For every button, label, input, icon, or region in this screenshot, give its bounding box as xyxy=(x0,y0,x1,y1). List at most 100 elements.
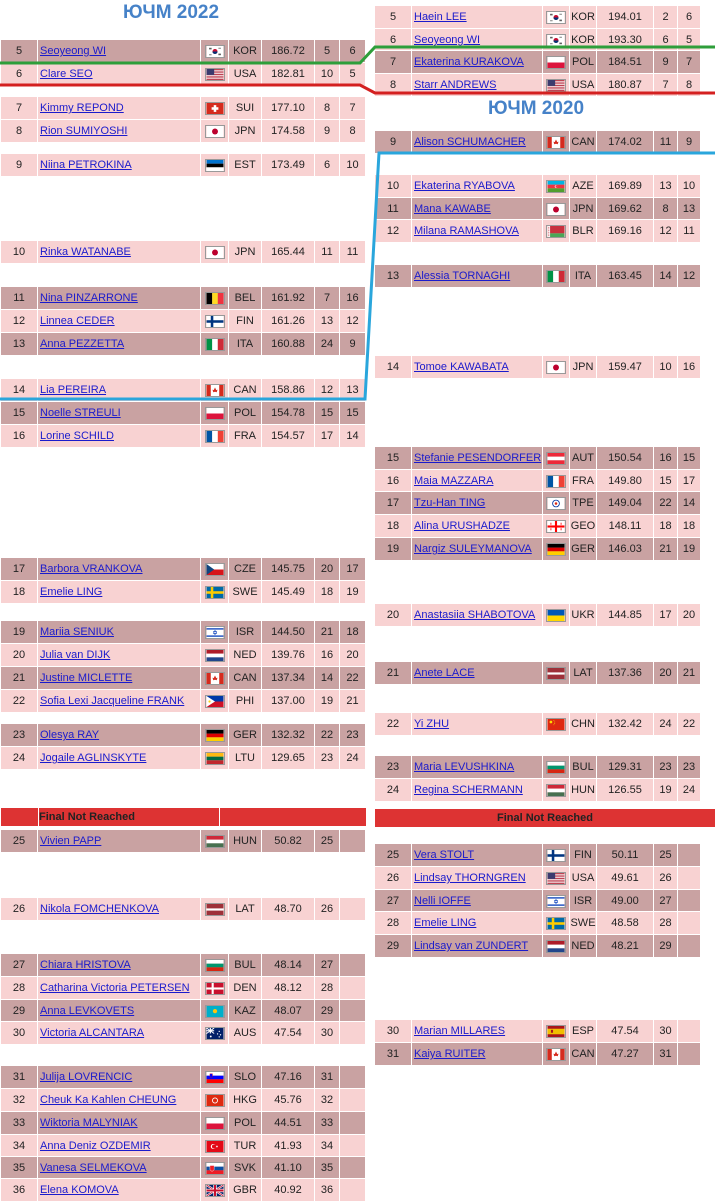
short-program-place-cell: 13 xyxy=(654,175,678,197)
skater-name-link[interactable]: Barbora VRANKOVA xyxy=(40,563,143,575)
rank-cell: 9 xyxy=(375,131,412,153)
skater-name-link[interactable]: Vera STOLT xyxy=(414,849,475,861)
skater-name-link[interactable]: Ekaterina RYABOVA xyxy=(414,180,515,192)
skater-name-link[interactable]: Rinka WATANABE xyxy=(40,246,131,258)
skater-name-link[interactable]: Julija LOVRENCIC xyxy=(40,1071,133,1083)
flag-icon xyxy=(543,470,570,492)
skater-name-link[interactable]: Maia MAZZARA xyxy=(414,475,494,487)
skater-name-link[interactable]: Ekaterina KURAKOVA xyxy=(414,56,524,68)
free-skate-place-cell: 6 xyxy=(678,6,701,28)
rank-cell: 22 xyxy=(375,713,412,735)
skater-name-link[interactable]: Anete LACE xyxy=(414,667,475,679)
free-skate-place-cell xyxy=(340,1022,366,1044)
skater-name-link[interactable]: Mana KAWABE xyxy=(414,203,491,215)
skater-name-cell: Julija LOVRENCIC xyxy=(38,1066,201,1088)
skater-name-link[interactable]: Justine MICLETTE xyxy=(40,672,133,684)
nation-cell: POL xyxy=(229,402,262,424)
skater-name-link[interactable]: Emelie LING xyxy=(40,586,103,598)
skater-name-link[interactable]: Milana RAMASHOVA xyxy=(414,225,519,237)
skater-name-link[interactable]: Anna Deniz OZDEMIR xyxy=(40,1140,151,1152)
skater-name-link[interactable]: Anna LEVKOVETS xyxy=(40,1005,135,1017)
free-skate-place-cell: 24 xyxy=(678,779,701,801)
skater-name-link[interactable]: Rion SUMIYOSHI xyxy=(40,125,128,137)
skater-name-link[interactable]: Nina PINZARRONE xyxy=(40,292,138,304)
skater-name-link[interactable]: Starr ANDREWS xyxy=(414,79,497,91)
skater-name-link[interactable]: Linnea CEDER xyxy=(40,315,115,327)
flag-icon xyxy=(201,287,229,309)
rank-cell: 23 xyxy=(375,756,412,778)
skater-name-cell: Tomoe KAWABATA xyxy=(412,356,543,378)
short-program-place-cell: 14 xyxy=(654,265,678,287)
skater-name-link[interactable]: Lorine SCHILD xyxy=(40,430,114,442)
skater-name-link[interactable]: Clare SEO xyxy=(40,68,93,80)
skater-name-link[interactable]: Nikola FOMCHENKOVA xyxy=(40,903,159,915)
skater-name-link[interactable]: Jogaile AGLINSKYTE xyxy=(40,752,147,764)
skater-name-link[interactable]: Stefanie PESENDORFER xyxy=(414,452,542,464)
total-score-cell: 180.87 xyxy=(597,74,654,96)
table-row: 9 Alison SCHUMACHER CAN 174.02 11 9 xyxy=(375,130,715,153)
skater-name-link[interactable]: Vanesa SELMEKOVA xyxy=(40,1162,147,1174)
flag-icon xyxy=(201,1089,229,1111)
skater-name-link[interactable]: Lindsay THORNGREN xyxy=(414,872,526,884)
skater-name-link[interactable]: Chiara HRISTOVA xyxy=(40,959,131,971)
skater-name-link[interactable]: Cheuk Ka Kahlen CHEUNG xyxy=(40,1094,177,1106)
skater-name-link[interactable]: Anastasiia SHABOTOVA xyxy=(414,609,536,621)
nation-cell: GER xyxy=(229,724,262,746)
skater-name-link[interactable]: Tomoe KAWABATA xyxy=(414,361,509,373)
right-final-not-reached-bar: Final Not Reached xyxy=(375,809,715,827)
skater-name-link[interactable]: Haein LEE xyxy=(414,11,467,23)
skater-name-link[interactable]: Seoyeong WI xyxy=(414,34,481,46)
skater-name-link[interactable]: Noelle STREULI xyxy=(40,407,121,419)
skater-name-cell: Vanesa SELMEKOVA xyxy=(38,1157,201,1179)
skater-name-link[interactable]: Victoria ALCANTARA xyxy=(40,1027,145,1039)
rank-cell: 10 xyxy=(375,175,412,197)
skater-name-link[interactable]: Alessia TORNAGHI xyxy=(414,270,511,282)
skater-name-cell: Wiktoria MALYNIAK xyxy=(38,1112,201,1134)
skater-name-link[interactable]: Emelie LING xyxy=(414,917,477,929)
skater-name-link[interactable]: Catharina Victoria PETERSEN xyxy=(40,982,190,994)
skater-name-link[interactable]: Julia van DIJK xyxy=(40,649,111,661)
skater-name-link[interactable]: Lindsay van ZUNDERT xyxy=(414,940,529,952)
skater-name-cell: Haein LEE xyxy=(412,6,543,28)
skater-name-link[interactable]: Sofia Lexi Jacqueline FRANK xyxy=(40,695,185,707)
skater-name-link[interactable]: Niina PETROKINA xyxy=(40,159,132,171)
skater-name-cell: Rion SUMIYOSHI xyxy=(38,120,201,142)
skater-name-link[interactable]: Elena KOMOVA xyxy=(40,1184,119,1196)
skater-name-link[interactable]: Alina URUSHADZE xyxy=(414,520,510,532)
skater-name-link[interactable]: Anna PEZZETTA xyxy=(40,338,125,350)
short-program-place-cell: 20 xyxy=(654,662,678,684)
table-row: 17 Tzu-Han TING TPE 149.04 22 14 xyxy=(375,491,715,514)
skater-name-link[interactable]: Lia PEREIRA xyxy=(40,384,107,396)
rank-cell: 26 xyxy=(1,898,38,920)
table-row: 29 Anna LEVKOVETS KAZ 48.07 29 xyxy=(1,999,366,1022)
skater-name-link[interactable]: Nelli IOFFE xyxy=(414,895,471,907)
skater-name-link[interactable]: Yi ZHU xyxy=(414,718,450,730)
total-score-cell: 169.62 xyxy=(597,198,654,220)
skater-name-link[interactable]: Kimmy REPOND xyxy=(40,102,124,114)
skater-name-link[interactable]: Wiktoria MALYNIAK xyxy=(40,1117,138,1129)
skater-name-link[interactable]: Vivien PAPP xyxy=(40,835,102,847)
skater-name-cell: Niina PETROKINA xyxy=(38,154,201,176)
short-program-place-cell: 25 xyxy=(654,844,678,866)
skater-name-cell: Nina PINZARRONE xyxy=(38,287,201,309)
skater-name-link[interactable]: Olesya RAY xyxy=(40,729,100,741)
skater-name-link[interactable]: Tzu-Han TING xyxy=(414,497,486,509)
skater-name-link[interactable]: Maria LEVUSHKINA xyxy=(414,761,515,773)
free-skate-place-cell: 21 xyxy=(340,690,366,712)
nation-cell: KOR xyxy=(570,6,597,28)
rank-cell: 29 xyxy=(375,935,412,957)
skater-name-link[interactable]: Regina SCHERMANN xyxy=(414,784,523,796)
skater-name-link[interactable]: Seoyeong WI xyxy=(40,45,107,57)
flag-icon xyxy=(543,515,570,537)
nation-cell: AUS xyxy=(229,1022,262,1044)
skater-name-link[interactable]: Kaiya RUITER xyxy=(414,1048,486,1060)
skater-name-cell: Stefanie PESENDORFER xyxy=(412,447,543,469)
flag-icon xyxy=(543,356,570,378)
skater-name-link[interactable]: Alison SCHUMACHER xyxy=(414,136,526,148)
skater-name-link[interactable]: Mariia SENIUK xyxy=(40,626,114,638)
skater-name-link[interactable]: Nargiz SULEYMANOVA xyxy=(414,543,532,555)
skater-name-link[interactable]: Marian MILLARES xyxy=(414,1025,506,1037)
short-program-place-cell: 22 xyxy=(654,492,678,514)
skater-name-cell: Rinka WATANABE xyxy=(38,241,201,263)
nation-cell: POL xyxy=(229,1112,262,1134)
